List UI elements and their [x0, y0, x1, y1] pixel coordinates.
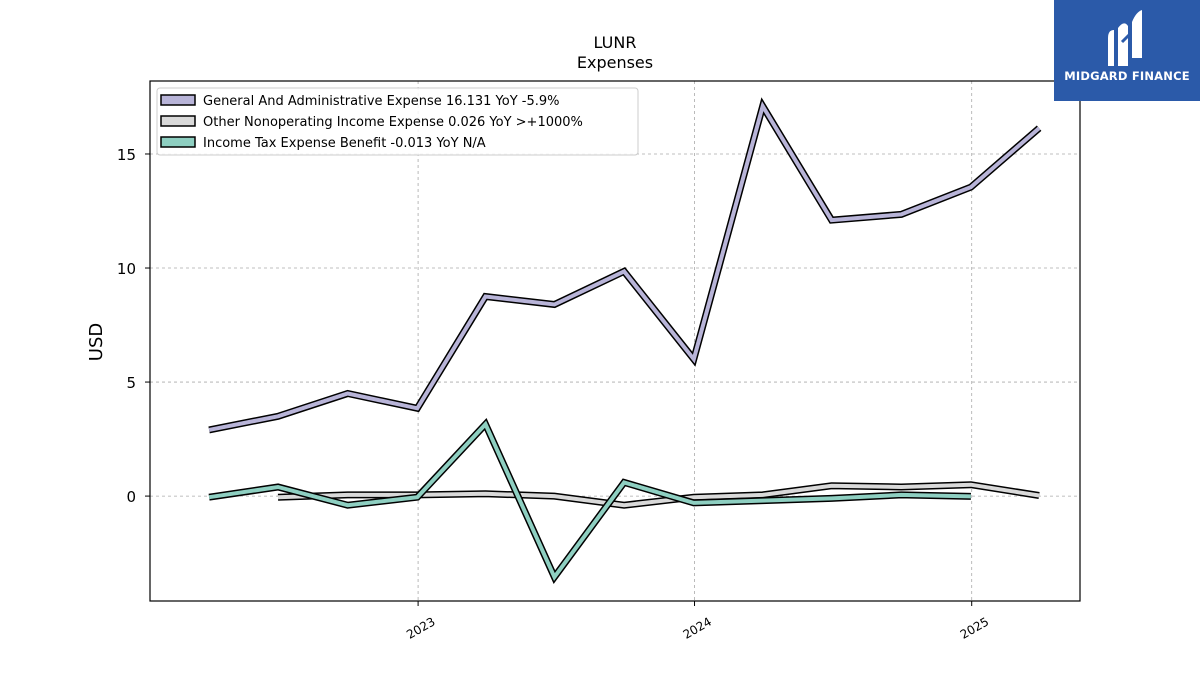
y-axis-label: USD — [86, 323, 107, 361]
legend-label: Other Nonoperating Income Expense 0.026 … — [203, 115, 583, 130]
series-line — [277, 482, 1040, 508]
x-axis: 2023 2024 2025 — [404, 601, 991, 642]
legend-box — [156, 87, 639, 156]
x-tick-label: 2023 — [404, 614, 437, 641]
logo-text: MIDGARD FINANCE — [1064, 69, 1190, 83]
y-tick-label: 15 — [117, 146, 136, 164]
legend-swatch — [160, 115, 196, 127]
legend-label: General And Administrative Expense 16.13… — [203, 94, 560, 109]
brand-logo: MIDGARD FINANCE — [1054, 0, 1200, 101]
plot-frame — [149, 80, 1081, 602]
grid — [150, 81, 1080, 601]
series-line — [208, 420, 971, 582]
legend-swatch — [160, 94, 196, 106]
series-line — [208, 101, 1041, 432]
legend-label: Income Tax Expense Benefit -0.013 YoY N/… — [203, 136, 486, 151]
y-tick-label: 10 — [117, 260, 136, 278]
chart-subtitle: Expenses — [577, 53, 653, 72]
chart-title: LUNR — [594, 33, 637, 52]
series-group — [208, 97, 1042, 584]
logo-mark-icon — [1108, 10, 1142, 66]
y-tick-label: 5 — [126, 374, 136, 392]
y-tick-label: 0 — [126, 488, 136, 506]
legend-swatch — [160, 136, 196, 148]
x-tick-label: 2025 — [958, 614, 991, 641]
x-tick-label: 2024 — [681, 614, 714, 641]
y-axis: 0 5 10 15 — [117, 146, 150, 506]
legend: General And Administrative Expense 16.13… — [156, 87, 639, 156]
